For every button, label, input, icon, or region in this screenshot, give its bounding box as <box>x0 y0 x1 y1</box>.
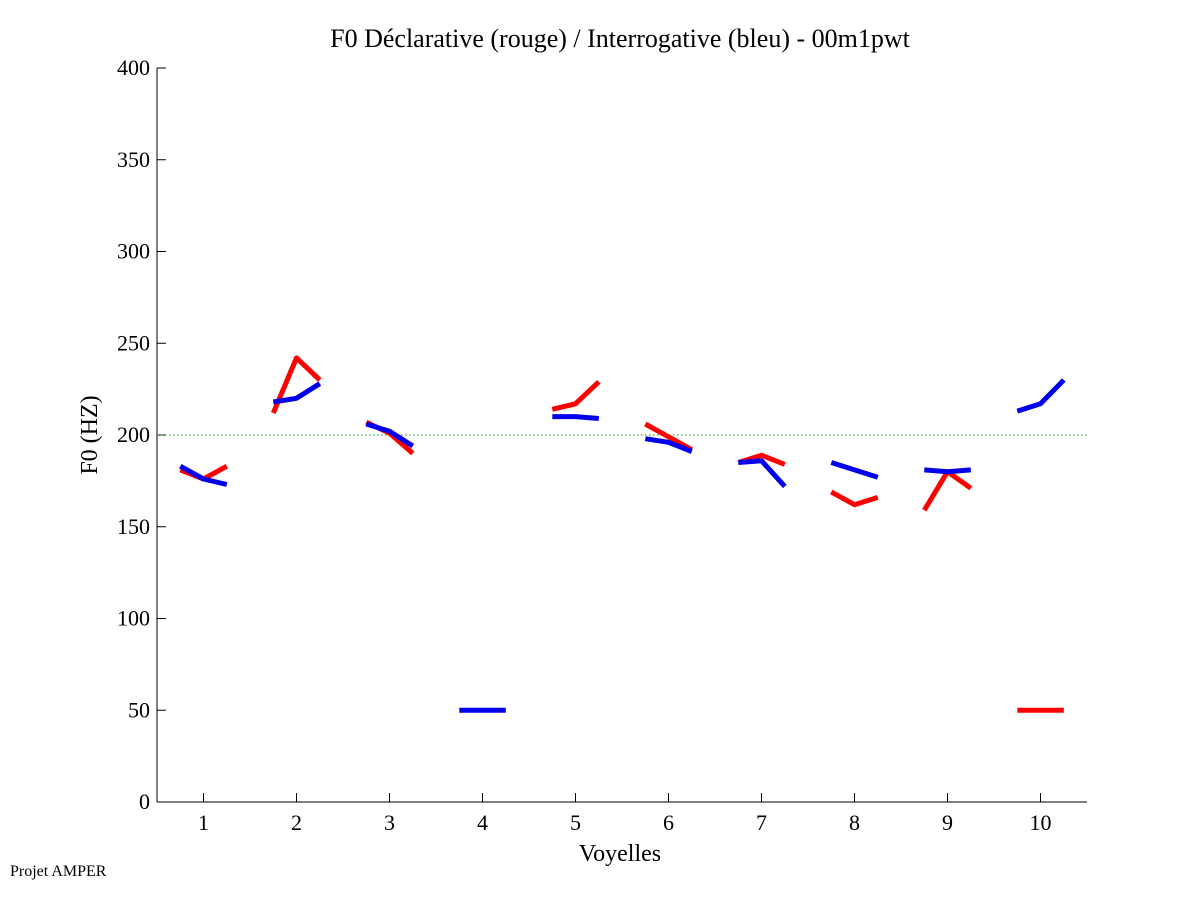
x-tick-label: 3 <box>384 810 395 835</box>
x-tick-label: 6 <box>663 810 674 835</box>
interrogative-f0-segment <box>552 414 600 421</box>
y-tick-label: 400 <box>117 55 150 80</box>
plot-area: 0 50 100 150 200 250 300 350 400 1 2 3 4 5 6 7 8 9 10 <box>117 55 1087 835</box>
interrogative-f0-segment <box>738 458 787 489</box>
x-axis-label: Voyelles <box>579 841 661 867</box>
y-tick-label: 200 <box>117 422 150 447</box>
declarative-f0-segment <box>830 489 879 508</box>
y-tick-label: 300 <box>117 239 150 264</box>
y-tick-label: 250 <box>117 330 150 355</box>
x-tick-label: 4 <box>477 810 488 835</box>
y-tick-label: 50 <box>128 697 150 722</box>
x-tick-label: 7 <box>756 810 767 835</box>
declarative-f0-segment <box>270 355 322 414</box>
interrogative-f0-segment <box>179 464 228 487</box>
y-axis-label: F0 (HZ) <box>77 395 103 474</box>
footer-credit: Projet AMPER <box>10 863 107 880</box>
chart-title: F0 Déclarative (rouge) / Interrogative (… <box>330 24 911 53</box>
y-tick-label: 0 <box>139 789 150 814</box>
interrogative-f0-segment <box>830 460 879 480</box>
x-tick-label: 8 <box>849 810 860 835</box>
y-tick-label: 150 <box>117 514 150 539</box>
x-tick-label: 9 <box>942 810 953 835</box>
interrogative-f0-segment <box>365 421 415 449</box>
declarative-f0-segment <box>551 379 601 412</box>
x-tick-label: 5 <box>570 810 581 835</box>
declarative-f0-segment <box>644 421 694 452</box>
interrogative-f0-segment <box>272 381 322 405</box>
interrogative-f0-segment <box>1016 378 1066 414</box>
x-tick-label: 10 <box>1030 810 1052 835</box>
x-tick-label: 1 <box>198 810 209 835</box>
interrogative-f0-segment <box>644 436 693 454</box>
y-tick-label: 350 <box>117 147 150 172</box>
interrogative-f0-segment <box>924 467 971 475</box>
declarative-f0-segment <box>922 469 973 512</box>
x-tick-label: 2 <box>291 810 302 835</box>
y-tick-label: 100 <box>117 606 150 631</box>
